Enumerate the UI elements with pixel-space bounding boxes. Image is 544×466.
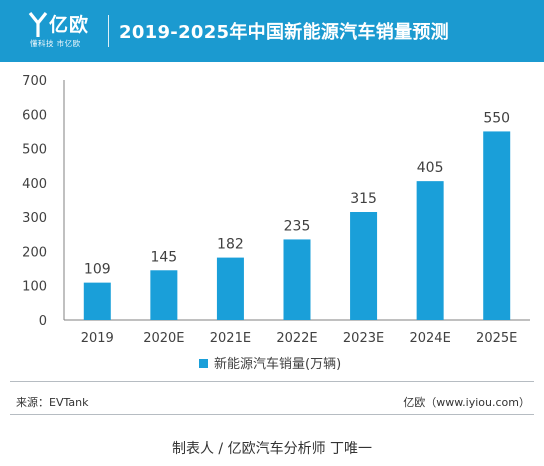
bar [150,270,178,320]
data-label: 550 [483,110,510,126]
bar [283,239,311,320]
x-tick-label: 2023E [343,331,384,346]
yiou-logo-icon [28,12,48,37]
author-credit: 制表人 / 亿欧汽车分析师 丁唯一 [171,441,373,457]
y-axis-ticks: 0 100 200 300 400 500 600 700 [22,74,47,329]
legend: 新能源汽车销量(万辆) [199,356,341,372]
data-label: 235 [284,218,311,234]
y-tick-label: 200 [22,245,47,260]
x-tick-label: 2019 [81,331,114,346]
x-tick-label: 2022E [276,331,317,346]
data-label: 145 [150,249,177,265]
bar [416,181,444,320]
x-tick-label: 2020E [143,331,184,346]
data-label: 182 [217,237,244,253]
bars [83,131,511,320]
x-axis-ticks: 2019 2020E 2021E 2022E 2023E 2024E 2025E [81,331,518,346]
y-tick-label: 100 [22,280,47,295]
bar [350,212,378,320]
footer-rule-top [10,381,534,382]
y-tick-label: 700 [22,74,47,89]
page-title: 2019-2025年中国新能源汽车销量预测 [119,22,449,43]
legend-swatch [199,359,208,368]
x-tick-label: 2021E [210,331,251,346]
bar [483,131,511,320]
y-tick-label: 500 [22,143,47,158]
bar [83,282,111,320]
data-label: 109 [84,262,111,278]
bar-chart: 0 100 200 300 400 500 600 700 109 145 182 235 315 40… [22,74,530,372]
bar [216,257,244,320]
header-divider [108,15,109,47]
site-credit: 亿欧（www.iyiou.com） [403,396,530,409]
logo-text: 亿欧 [49,15,90,36]
logo-tagline: 懂科技 市亿欧 [30,39,81,48]
legend-label: 新能源汽车销量(万辆) [214,356,341,372]
data-labels: 109 145 182 235 315 405 550 [84,110,510,277]
y-tick-label: 600 [22,108,47,123]
source-note: 来源：EVTank [16,396,89,409]
x-tick-label: 2025E [476,331,517,346]
x-tick-label: 2024E [409,331,450,346]
y-tick-label: 0 [39,314,47,329]
footer-rule-bottom [10,414,534,415]
y-tick-label: 300 [22,211,47,226]
data-label: 405 [417,160,444,176]
data-label: 315 [350,191,377,207]
header-banner: 亿欧 懂科技 市亿欧 2019-2025年中国新能源汽车销量预测 [0,0,544,62]
y-tick-label: 400 [22,177,47,192]
